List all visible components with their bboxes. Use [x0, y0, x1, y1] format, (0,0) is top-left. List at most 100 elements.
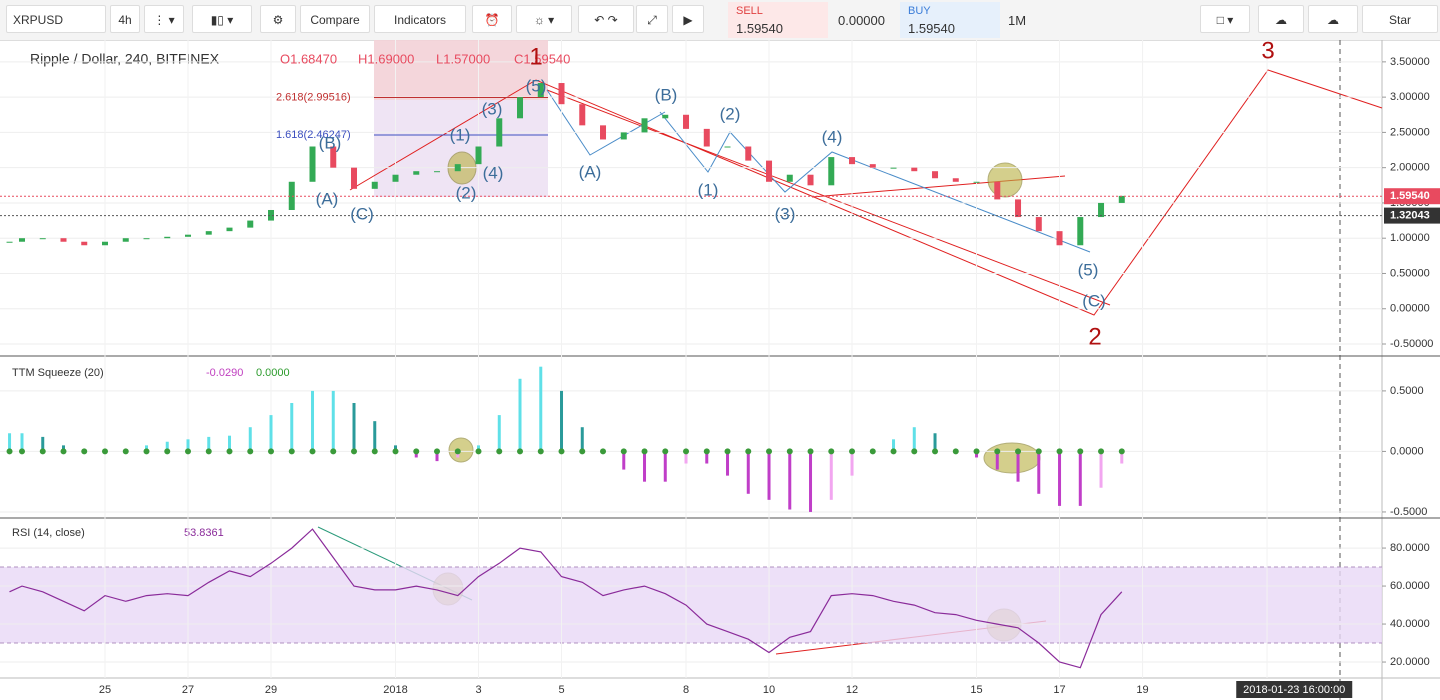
candle	[1077, 217, 1084, 246]
drawing-select[interactable]: □ ▾	[1200, 5, 1250, 33]
candle	[6, 241, 13, 243]
interval[interactable]: 4h	[110, 5, 140, 33]
wave-line	[349, 69, 1383, 316]
fullscreen[interactable]: ⤢	[636, 5, 668, 33]
settings[interactable]: ⚙	[260, 5, 296, 33]
squeeze-dot	[18, 448, 25, 455]
ohlc-value: O1.68470	[280, 51, 337, 66]
ttm-value: 0.0000	[256, 367, 290, 379]
squeeze-dot	[101, 448, 108, 455]
ttm-bar	[767, 451, 771, 500]
squeeze-dot	[1015, 448, 1022, 455]
x-tick-label: 12	[846, 684, 858, 696]
candle	[683, 114, 690, 129]
candle	[226, 227, 233, 232]
y-tick-label: 60.0000	[1390, 580, 1430, 592]
candle	[973, 181, 980, 183]
ttm-bar	[8, 433, 12, 452]
indicators[interactable]: Indicators	[374, 5, 466, 33]
candle	[288, 181, 295, 210]
ttm-bar	[518, 378, 522, 452]
squeeze-dot	[143, 448, 150, 455]
replay[interactable]: ▶	[672, 5, 704, 33]
squeeze-dot	[703, 448, 710, 455]
squeeze-dot	[1077, 448, 1084, 455]
chart-style[interactable]: ▮▯ ▾	[192, 5, 252, 33]
cursor-label: 2018-01-23 16:00:00	[1243, 684, 1345, 696]
symbol-input[interactable]: XRPUSD	[6, 5, 106, 33]
candle	[205, 231, 212, 235]
y-tick-label: 80.0000	[1390, 542, 1430, 554]
y-tick-label: 3.50000	[1390, 56, 1430, 68]
ohlc-value: L1.57000	[436, 51, 490, 66]
y-tick-label: -0.5000	[1390, 506, 1427, 518]
wave-label: 3	[1261, 40, 1274, 64]
candle	[392, 174, 399, 182]
y-tick-label: 3.00000	[1390, 91, 1430, 103]
ttm-bar	[352, 403, 356, 452]
candle	[766, 160, 773, 182]
wave-label: (5)	[526, 76, 547, 95]
compare[interactable]: Compare	[300, 5, 370, 33]
squeeze-dot	[475, 448, 482, 455]
fib-label: 1.618(2.46247)	[276, 129, 351, 141]
wave-label: (C)	[350, 204, 374, 223]
squeeze-dot	[890, 448, 897, 455]
buy-label: BUY	[908, 5, 931, 17]
candle	[952, 178, 959, 182]
ttm-bar	[290, 403, 294, 452]
ttm-bar	[20, 433, 24, 452]
ttm-bar	[497, 415, 501, 452]
rsi-value: 53.8361	[184, 527, 224, 539]
candle	[454, 164, 461, 172]
ttm-bar	[560, 390, 564, 452]
ttm-bar	[580, 427, 584, 452]
ttm-bar	[933, 433, 937, 452]
ttm-bar	[456, 451, 460, 458]
candle	[558, 83, 565, 105]
star[interactable]: Star	[1362, 5, 1438, 33]
undo-redo[interactable]: ↶ ↷	[578, 5, 634, 33]
ttm-bar	[373, 421, 377, 452]
alert[interactable]: ⏰	[472, 5, 512, 33]
buy-box[interactable]: BUY 1.59540	[900, 2, 1000, 38]
y-tick-label: 0.50000	[1390, 267, 1430, 279]
candle	[1098, 202, 1105, 218]
ttm-bar	[746, 451, 750, 494]
highlight	[983, 442, 1041, 474]
squeeze-dot	[745, 448, 752, 455]
candle	[620, 132, 627, 140]
wave-label: (4)	[483, 163, 504, 182]
squeeze-dot	[122, 448, 129, 455]
y-tick-label: 1.00000	[1390, 232, 1430, 244]
squeeze-dot	[994, 448, 1001, 455]
interval-menu[interactable]: ⋮ ▾	[144, 5, 184, 33]
squeeze-dot	[434, 448, 441, 455]
wave-label: (3)	[775, 204, 796, 223]
sell-box[interactable]: SELL 1.59540	[728, 2, 828, 38]
ttm-bar	[975, 451, 979, 458]
squeeze-dot	[496, 448, 503, 455]
wave-label: 1	[529, 43, 542, 70]
channel-line	[811, 175, 1066, 198]
x-tick-label: 17	[1053, 684, 1065, 696]
y-tick-label: 2.50000	[1390, 126, 1430, 138]
save[interactable]: ☁	[1308, 5, 1358, 33]
squeeze-dot	[849, 448, 856, 455]
wave-label: (A)	[316, 189, 339, 208]
candle	[371, 181, 378, 189]
candle	[994, 181, 1001, 200]
wave-label: (1)	[450, 125, 471, 144]
quantity[interactable]: 1M	[1008, 13, 1027, 28]
ideas[interactable]: ☼ ▾	[516, 5, 572, 33]
ttm-bar	[414, 451, 418, 458]
squeeze-dot	[1118, 448, 1125, 455]
cursor-tag	[1236, 681, 1353, 698]
candle	[807, 174, 814, 186]
squeeze-dot	[1035, 448, 1042, 455]
load[interactable]: ☁	[1258, 5, 1304, 33]
candle	[786, 174, 793, 182]
ttm-bar	[1016, 451, 1020, 482]
ttm-bar	[1037, 451, 1041, 494]
candle	[413, 171, 420, 175]
